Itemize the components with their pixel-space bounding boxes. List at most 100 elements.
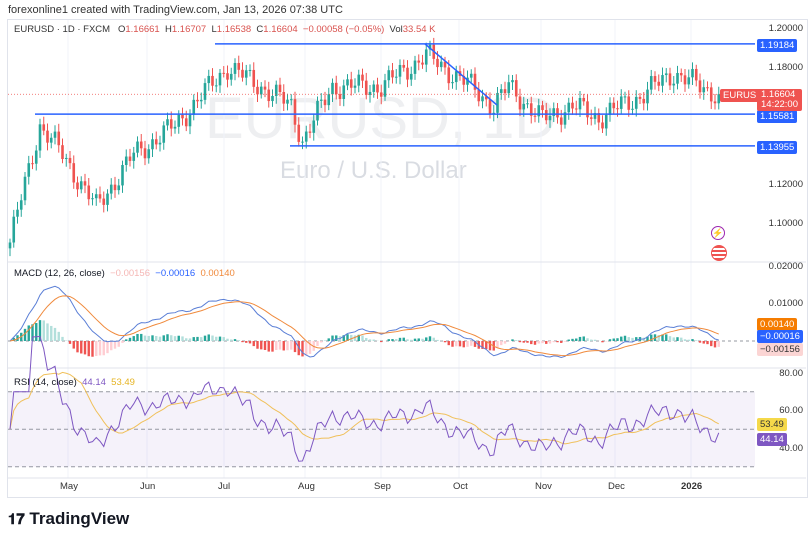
us-flag-event-icon[interactable] — [711, 245, 727, 261]
candle-body — [649, 76, 653, 90]
candle-body — [503, 89, 507, 94]
macd-histogram-bar — [578, 336, 582, 341]
candle-body — [23, 176, 27, 201]
macd-legend[interactable]: MACD (12, 26, close) −0.00156 −0.00016 0… — [14, 268, 235, 279]
macd-histogram-bar — [170, 335, 173, 341]
candle-body — [342, 85, 346, 99]
macd-histogram-bar — [132, 336, 135, 341]
candle-body — [117, 185, 121, 191]
candle-body — [203, 83, 207, 100]
macd-line — [9, 285, 719, 358]
candle-body — [244, 70, 248, 78]
macd-hist-value: −0.00156 — [110, 268, 150, 279]
candle-body — [428, 44, 432, 50]
macd-histogram-bar — [350, 334, 353, 341]
candle-body — [338, 94, 342, 99]
candle-body — [623, 96, 627, 98]
candle-body — [698, 80, 702, 93]
candle-body — [349, 79, 353, 88]
candle-body — [567, 102, 571, 113]
macd-histogram-bar — [530, 341, 533, 345]
rsi-title: RSI (14, close) — [14, 377, 77, 388]
macd-histogram-bar — [473, 341, 477, 347]
macd-histogram-bar — [650, 334, 653, 341]
candle-body — [229, 73, 233, 80]
candle-body — [372, 84, 376, 92]
macd-histogram-bar — [12, 337, 15, 341]
macd-histogram-bar — [155, 336, 158, 341]
macd-histogram-bar — [316, 341, 319, 346]
candle-body — [151, 139, 154, 150]
macd-histogram-bar — [451, 341, 454, 347]
candle-body — [124, 156, 128, 166]
candle-body — [248, 69, 252, 71]
candle-body — [334, 82, 338, 95]
rsi-legend[interactable]: RSI (14, close) 44.14 53.49 — [14, 377, 135, 388]
macd-histogram-bar — [368, 339, 372, 341]
volume-value: 33.54 K — [402, 24, 436, 35]
candle-body — [604, 114, 608, 129]
macd-histogram-bar — [293, 341, 297, 353]
candle-body — [691, 68, 694, 78]
time-tick: 2026 — [681, 481, 703, 492]
macd-histogram-bar — [470, 341, 473, 346]
candle-body — [16, 209, 19, 217]
macd-histogram-bar — [608, 339, 612, 341]
candle-body — [574, 108, 578, 110]
macd-histogram-bar — [125, 339, 128, 341]
candle-body — [83, 181, 87, 186]
symbol-info[interactable]: EURUSD · 1D · FXCM — [14, 24, 111, 35]
candle-body — [664, 73, 668, 76]
current-price-tag: 1.16604 14:22:00 — [757, 89, 802, 111]
tradingview-logo[interactable]: 𝟏𝟕 TradingView — [8, 509, 130, 528]
macd-histogram-bar — [128, 337, 132, 341]
candle-body — [537, 105, 541, 117]
candle-body — [68, 157, 72, 164]
candle-body — [158, 142, 162, 145]
candle-body — [218, 72, 222, 86]
candle-body — [541, 105, 544, 111]
chart-frame[interactable] — [7, 19, 808, 498]
candle-body — [188, 114, 192, 127]
macd-histogram-bar — [391, 339, 394, 341]
macd-histogram-bar — [87, 341, 90, 357]
candle-body — [139, 141, 143, 149]
candle-body — [709, 87, 713, 102]
time-tick: Jun — [140, 481, 156, 492]
candle-body — [379, 92, 383, 97]
macd-histogram-bar — [582, 336, 585, 341]
macd-histogram-bar — [443, 341, 447, 343]
macd-histogram-bar — [518, 341, 522, 343]
macd-histogram-bar — [552, 341, 555, 343]
candle-body — [241, 69, 244, 78]
price-tick: 1.18000 — [768, 62, 803, 73]
candle-body — [436, 58, 439, 68]
macd-histogram-bar — [158, 336, 162, 341]
candle-body — [646, 89, 649, 104]
signal-tag: 0.00140 — [757, 318, 798, 331]
candle-body — [173, 126, 177, 129]
lightning-icon[interactable]: ⚡ — [711, 226, 725, 240]
macd-histogram-bar — [68, 341, 72, 344]
macd-histogram-bar — [398, 337, 402, 341]
macd-histogram-bar — [267, 341, 270, 352]
candle-body — [364, 80, 368, 95]
macd-histogram-bar — [237, 340, 240, 341]
candle-body — [717, 94, 721, 104]
macd-histogram-bar — [290, 341, 293, 350]
rsi-ma-tag: 53.49 — [757, 418, 787, 431]
candle-body — [72, 163, 76, 183]
candle-body — [361, 74, 364, 81]
candle-body — [552, 108, 556, 116]
macd-histogram-bar — [698, 341, 702, 343]
candle-body — [424, 49, 428, 65]
macd-histogram-bar — [327, 338, 330, 341]
rsi-tick: 60.00 — [779, 405, 803, 416]
candle-body — [518, 96, 522, 110]
candle-body — [94, 194, 98, 199]
candle-body — [661, 75, 664, 86]
candle-body — [267, 89, 271, 102]
rsi-value: 44.14 — [82, 377, 106, 388]
macd-histogram-bar — [177, 335, 180, 341]
